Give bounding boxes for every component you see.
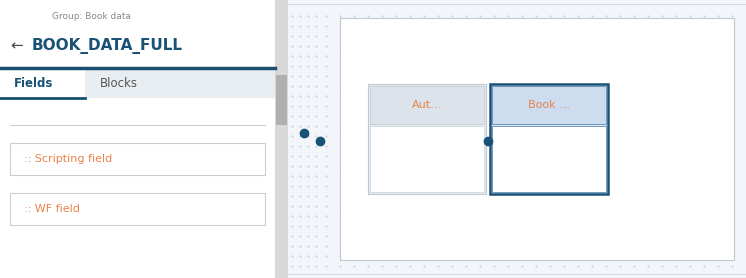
- Bar: [10, 193, 265, 225]
- Bar: [275, 75, 287, 125]
- Text: Fields: Fields: [14, 76, 54, 90]
- Bar: [0, 68, 85, 98]
- Text: BOOK_DATA_FULL: BOOK_DATA_FULL: [32, 38, 183, 54]
- Text: Aut...: Aut...: [412, 100, 442, 110]
- Bar: [0, 68, 275, 98]
- Text: :: Scripting field: :: Scripting field: [24, 154, 112, 164]
- Bar: [370, 126, 484, 192]
- Text: ←: ←: [10, 38, 22, 53]
- Bar: [288, 0, 746, 278]
- Bar: [490, 84, 608, 194]
- Bar: [492, 126, 606, 192]
- Bar: [368, 84, 486, 194]
- Text: :: WF field: :: WF field: [24, 204, 80, 214]
- Bar: [10, 143, 265, 175]
- Text: Blocks: Blocks: [100, 76, 138, 90]
- Bar: [275, 0, 288, 278]
- Bar: [370, 86, 484, 124]
- Text: Group: Book data: Group: Book data: [52, 12, 131, 21]
- Text: Book ...: Book ...: [528, 100, 570, 110]
- Bar: [340, 18, 734, 260]
- Bar: [492, 86, 606, 124]
- Bar: [0, 0, 275, 278]
